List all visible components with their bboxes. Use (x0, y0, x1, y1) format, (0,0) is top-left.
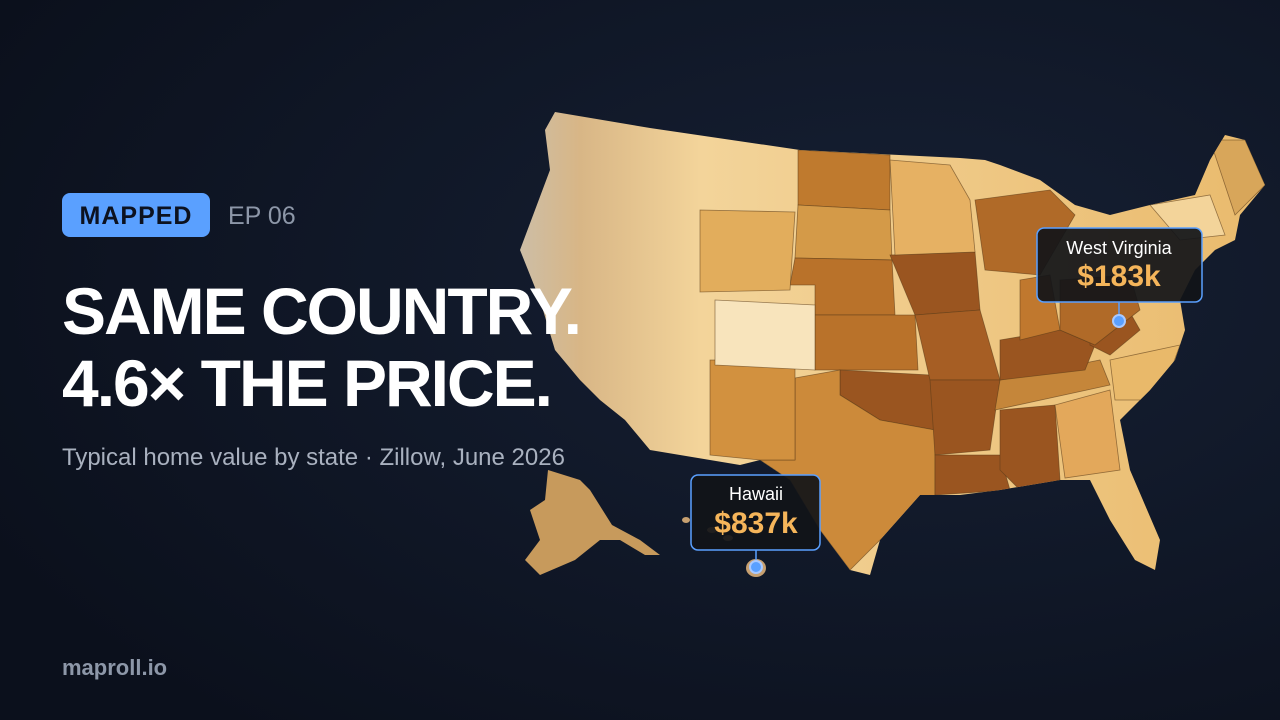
title-line: SAME COUNTRY. (62, 274, 580, 348)
subtitle: Typical home value by state · Zillow, Ju… (62, 444, 565, 471)
title-line: 4.6× THE PRICE. (62, 346, 551, 420)
episode: EP 06 (228, 202, 296, 230)
alaska (525, 470, 660, 575)
callout-value: $183k (1077, 260, 1161, 293)
callout-label: West Virginia (1066, 238, 1172, 258)
callout: West Virginia $183k (1036, 227, 1203, 328)
badge (62, 193, 210, 237)
callout: Hawaii $837k (690, 474, 821, 574)
callout-label: Hawaii (729, 484, 783, 504)
footer: maproll.io (62, 655, 167, 680)
callout-value: $837k (714, 507, 798, 540)
badge-text: MAPPED (80, 202, 193, 230)
